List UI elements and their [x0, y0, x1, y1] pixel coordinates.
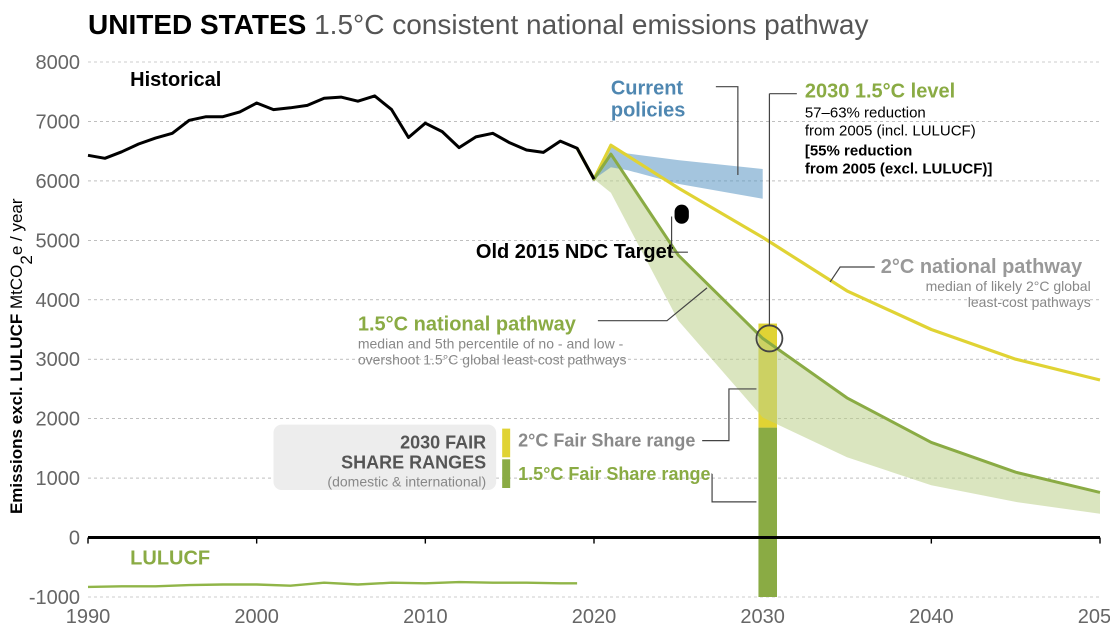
current-policies-label2: policies — [611, 100, 685, 122]
y-tick-label: 5000 — [36, 230, 81, 252]
x-tick-label: 2000 — [234, 606, 279, 628]
y-tick-label: 1000 — [36, 468, 81, 490]
x-tick-label: 2010 — [403, 606, 448, 628]
current-policies-label: Current — [611, 78, 684, 100]
fair-share-2c-label: 2°C Fair Share range — [518, 431, 695, 451]
swatch-2c — [502, 429, 510, 458]
target-2030-d3: [55% reduction — [805, 143, 913, 160]
x-tick-label: 2030 — [740, 606, 785, 628]
y-tick-label: 8000 — [36, 52, 81, 74]
two-deg-sub1: median of likely 2°C global — [926, 278, 1091, 294]
target-2030-d2: from 2005 (incl. LULUCF) — [805, 123, 976, 140]
lulucf-label: LULUCF — [130, 547, 210, 569]
fair-share-1p5-label: 1.5°C Fair Share range — [518, 464, 710, 484]
target-2030-d4: from 2005 (excl. LULUCF)] — [805, 161, 993, 178]
emissions-pathway-chart: UNITED STATES 1.5°C consistent national … — [0, 0, 1110, 635]
y-tick-label: 0 — [69, 528, 80, 550]
old-ndc-label: Old 2015 NDC Target — [476, 241, 674, 263]
chart-title: UNITED STATES 1.5°C consistent national … — [88, 9, 868, 40]
target-2030-label: 2030 1.5°C level — [805, 81, 955, 103]
x-tick-label: 2050 — [1078, 606, 1110, 628]
one5-pathway-label: 1.5°C national pathway — [358, 314, 577, 336]
y-tick-label: 2000 — [36, 409, 81, 431]
y-tick-label: 7000 — [36, 111, 81, 133]
two-deg-label: 2°C national pathway — [881, 256, 1083, 278]
one5-pathway-sub1: median and 5th percentile of no - and lo… — [358, 336, 624, 352]
old-ndc-marker — [675, 205, 689, 224]
y-tick-label: 4000 — [36, 290, 81, 312]
historical-label: Historical — [130, 69, 221, 91]
two-deg-sub2: least-cost pathways — [968, 294, 1091, 310]
y-tick-label: 6000 — [36, 171, 81, 193]
x-tick-label: 2040 — [909, 606, 954, 628]
fair-share-h2: SHARE RANGES — [341, 453, 486, 473]
one5-pathway-sub2: overshoot 1.5°C global least-cost pathwa… — [358, 352, 627, 368]
x-tick-label: 1990 — [66, 606, 111, 628]
fair-share-h3: (domestic & international) — [327, 474, 486, 490]
fair-share-bar-1p5 — [758, 428, 777, 597]
swatch-1p5 — [502, 459, 510, 488]
fair-share-h1: 2030 FAIR — [400, 433, 486, 453]
y-tick-label: 3000 — [36, 349, 81, 371]
x-tick-label: 2020 — [572, 606, 617, 628]
target-2030-d1: 57–63% reduction — [805, 105, 926, 122]
